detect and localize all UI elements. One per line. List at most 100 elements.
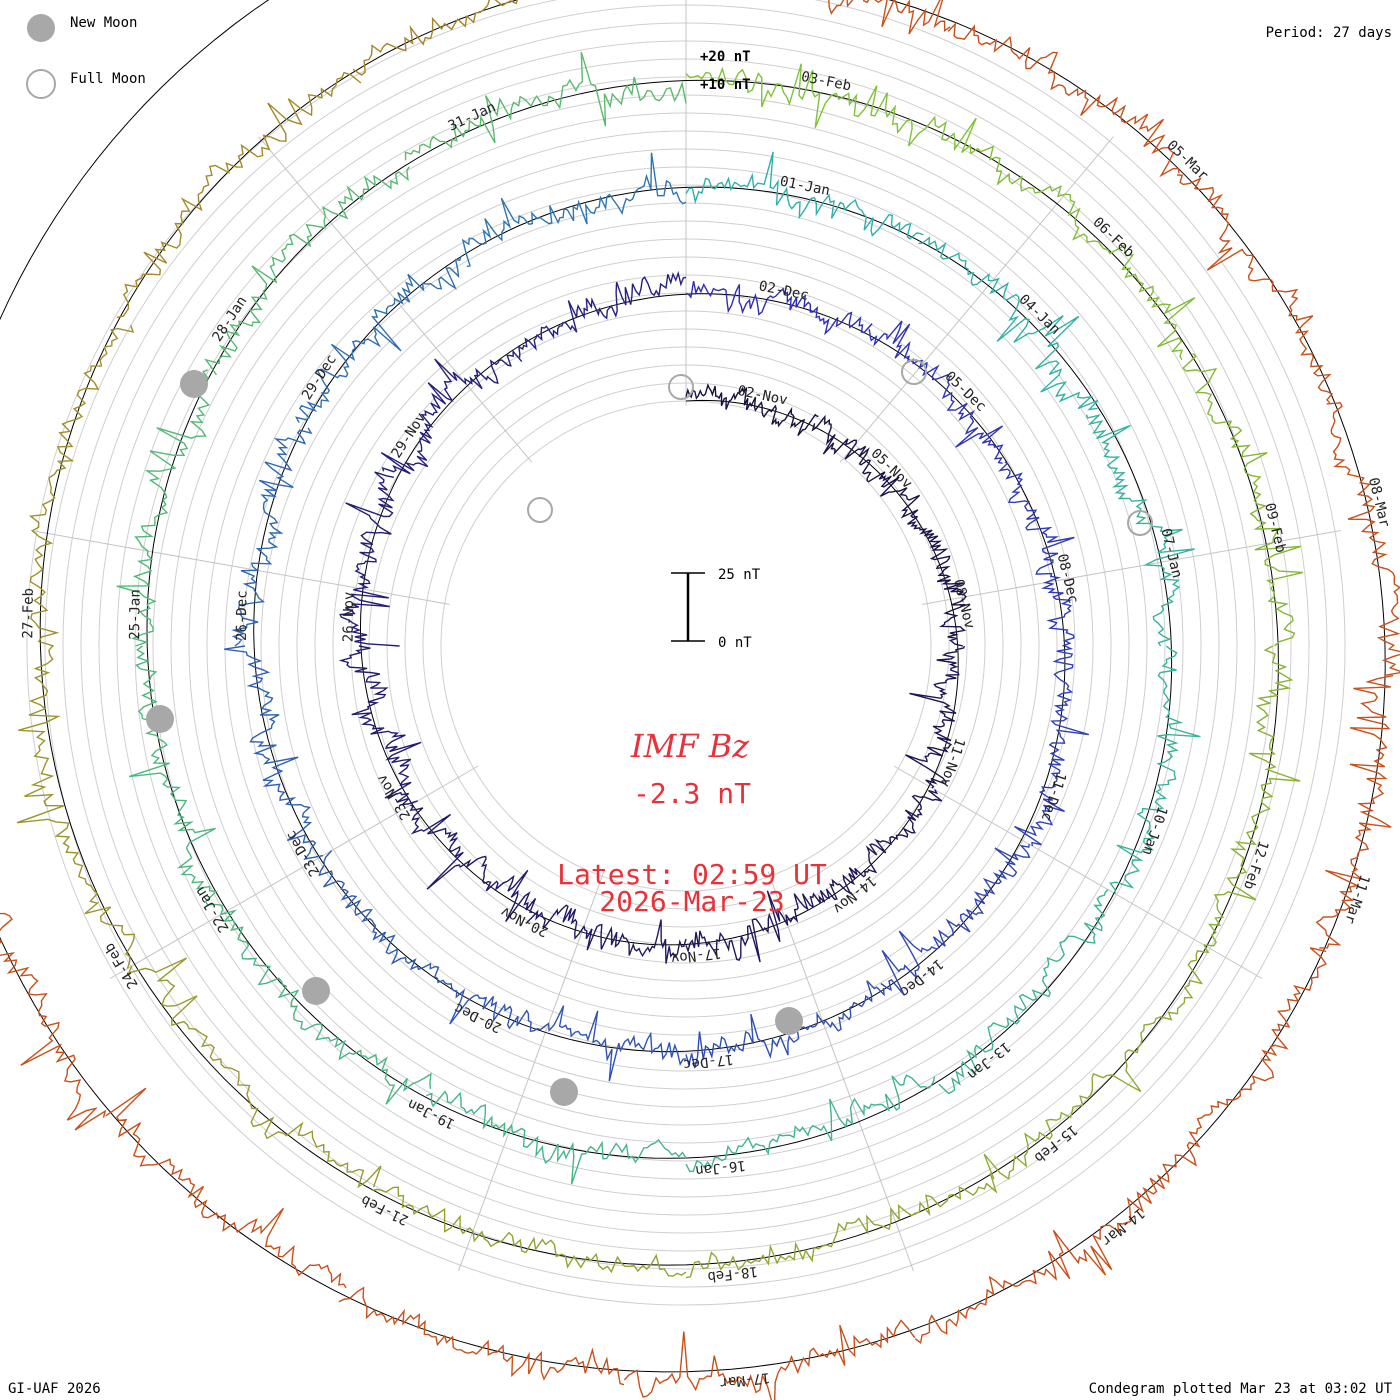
date-label: 31-Jan [446, 99, 499, 135]
bz-trace-segment [868, 320, 1004, 464]
grid-ring [386, 346, 986, 946]
rotation-baseline [0, 0, 1386, 1373]
bz-trace-segment [1177, 174, 1334, 404]
bz-trace-segment [517, 270, 687, 358]
rotation-baseline [253, 186, 1066, 1053]
grid-spoke [767, 871, 914, 1272]
date-label: 18-Feb [707, 1263, 759, 1285]
bz-trace-segment [1315, 674, 1394, 949]
bz-trace-segment [983, 944, 1210, 1181]
bz-trace-segment [1109, 645, 1201, 894]
bz-trace-segment [685, 889, 831, 963]
full-moon-marker [668, 374, 694, 400]
legend-full-moon: Full Moon [70, 71, 146, 87]
full-moon-marker [527, 497, 553, 523]
bz-trace-segment [224, 645, 324, 861]
bz-trace-segment [1182, 352, 1304, 647]
bz-trace-segment [28, 325, 135, 647]
date-label: 03-Feb [800, 69, 853, 95]
bz-trace-segment [116, 369, 211, 647]
date-label: 02-Dec [757, 278, 810, 304]
bz-trace-segment [127, 957, 382, 1189]
bz-trace-segment [231, 427, 313, 647]
bz-trace-segment [380, 349, 523, 475]
bz-trace-segment [623, 1319, 916, 1400]
bz-trace-segment [338, 645, 422, 806]
bz-trace-segment [938, 889, 1109, 1095]
grid-spoke [839, 136, 1114, 463]
bz-trace-segment [1326, 402, 1400, 676]
bz-trace-segment [969, 145, 1196, 361]
date-labels: 02-Nov05-Nov08-Nov11-Nov14-Nov17-Nov20-N… [20, 69, 1393, 1391]
rotation-baseline [39, 0, 1279, 1266]
new-moon-marker [302, 977, 330, 1005]
bz-trace-segment [918, 236, 1099, 411]
bz-trace-segment [685, 1172, 998, 1279]
bz-trace-segment [828, 0, 951, 35]
bz-trace-segment [880, 844, 1031, 996]
credit-label: GI-UAF 2026 [8, 1381, 101, 1397]
date-label: 12-Feb [1240, 838, 1271, 891]
bz-trace-segment [16, 645, 136, 969]
new-moon-marker [775, 1007, 803, 1035]
bz-trace-segment [997, 461, 1075, 647]
period-label: Period: 27 days [1266, 25, 1392, 41]
new-moon-marker [146, 705, 174, 733]
bz-trace-segment [685, 151, 924, 240]
bz-trace-segment [339, 471, 400, 647]
date-label: 17-Nov [670, 945, 722, 967]
full-moon-icon [26, 69, 56, 99]
bz-trace-segment [914, 1177, 1165, 1345]
date-label: 17-Dec [682, 1051, 734, 1073]
bz-trace-segment [685, 1074, 936, 1173]
bz-trace-segment [905, 645, 966, 789]
bz-trace-segment [461, 152, 687, 268]
grid-spoke [31, 530, 450, 605]
date-label: 16-Jan [694, 1157, 746, 1179]
date-label: 11-Nov [936, 736, 967, 789]
bz-trace-segment [128, 645, 224, 915]
bz-trace-segment [1014, 645, 1090, 847]
bz-trace-segment [409, 804, 537, 923]
bz-trace-segment [685, 980, 885, 1069]
bz-trace-segment [525, 904, 687, 964]
bz-trace-segment [907, 515, 967, 647]
bz-trace-segment [825, 789, 943, 901]
latest-date: 2026-Mar-23 [599, 885, 784, 918]
bz-trace-segment [1156, 947, 1327, 1190]
grid-spoke [458, 871, 605, 1272]
full-moon-marker [901, 359, 927, 385]
bz-trace-segment [294, 255, 462, 423]
date-label: 26-Nov [341, 591, 358, 642]
bz-trace-segment [1203, 645, 1301, 947]
bz-trace-segment [685, 63, 977, 154]
scale-top-label: 25 nT [718, 567, 761, 583]
bz-trace-segment [0, 912, 107, 1131]
bz-trace-segment [371, 1186, 687, 1277]
new-moon-marker [180, 370, 208, 398]
bz-trace-segment [318, 850, 483, 1025]
new-moon-marker [550, 1078, 578, 1106]
bz-trace-segment [947, 22, 1180, 178]
bz-trace-segment [811, 414, 921, 519]
bz-trace-segment [1085, 414, 1195, 647]
grid-ring [440, 400, 932, 892]
bz-trace-segment [204, 166, 410, 376]
bz-trace-segment [685, 383, 819, 437]
bz-trace-segment [482, 995, 687, 1082]
bz-trace-segment [426, 1090, 687, 1185]
bz-trace-segment [221, 909, 432, 1105]
bz-trace-segment [352, 0, 518, 76]
date-label: 08-Mar [1365, 476, 1393, 529]
grid-spoke [893, 765, 1263, 979]
grid-ring [26, 0, 1346, 1306]
legend: New Moon Full Moon [26, 14, 146, 99]
date-label: 10-Jan [1139, 804, 1170, 857]
latest-time: Latest: 02:59 UT [557, 858, 827, 891]
polar-grid [26, 0, 1346, 1306]
bz-trace-segment [685, 280, 873, 336]
scale-bar: 25 nT 0 nT [671, 567, 761, 651]
chart-title: IMF Bz [630, 727, 750, 765]
